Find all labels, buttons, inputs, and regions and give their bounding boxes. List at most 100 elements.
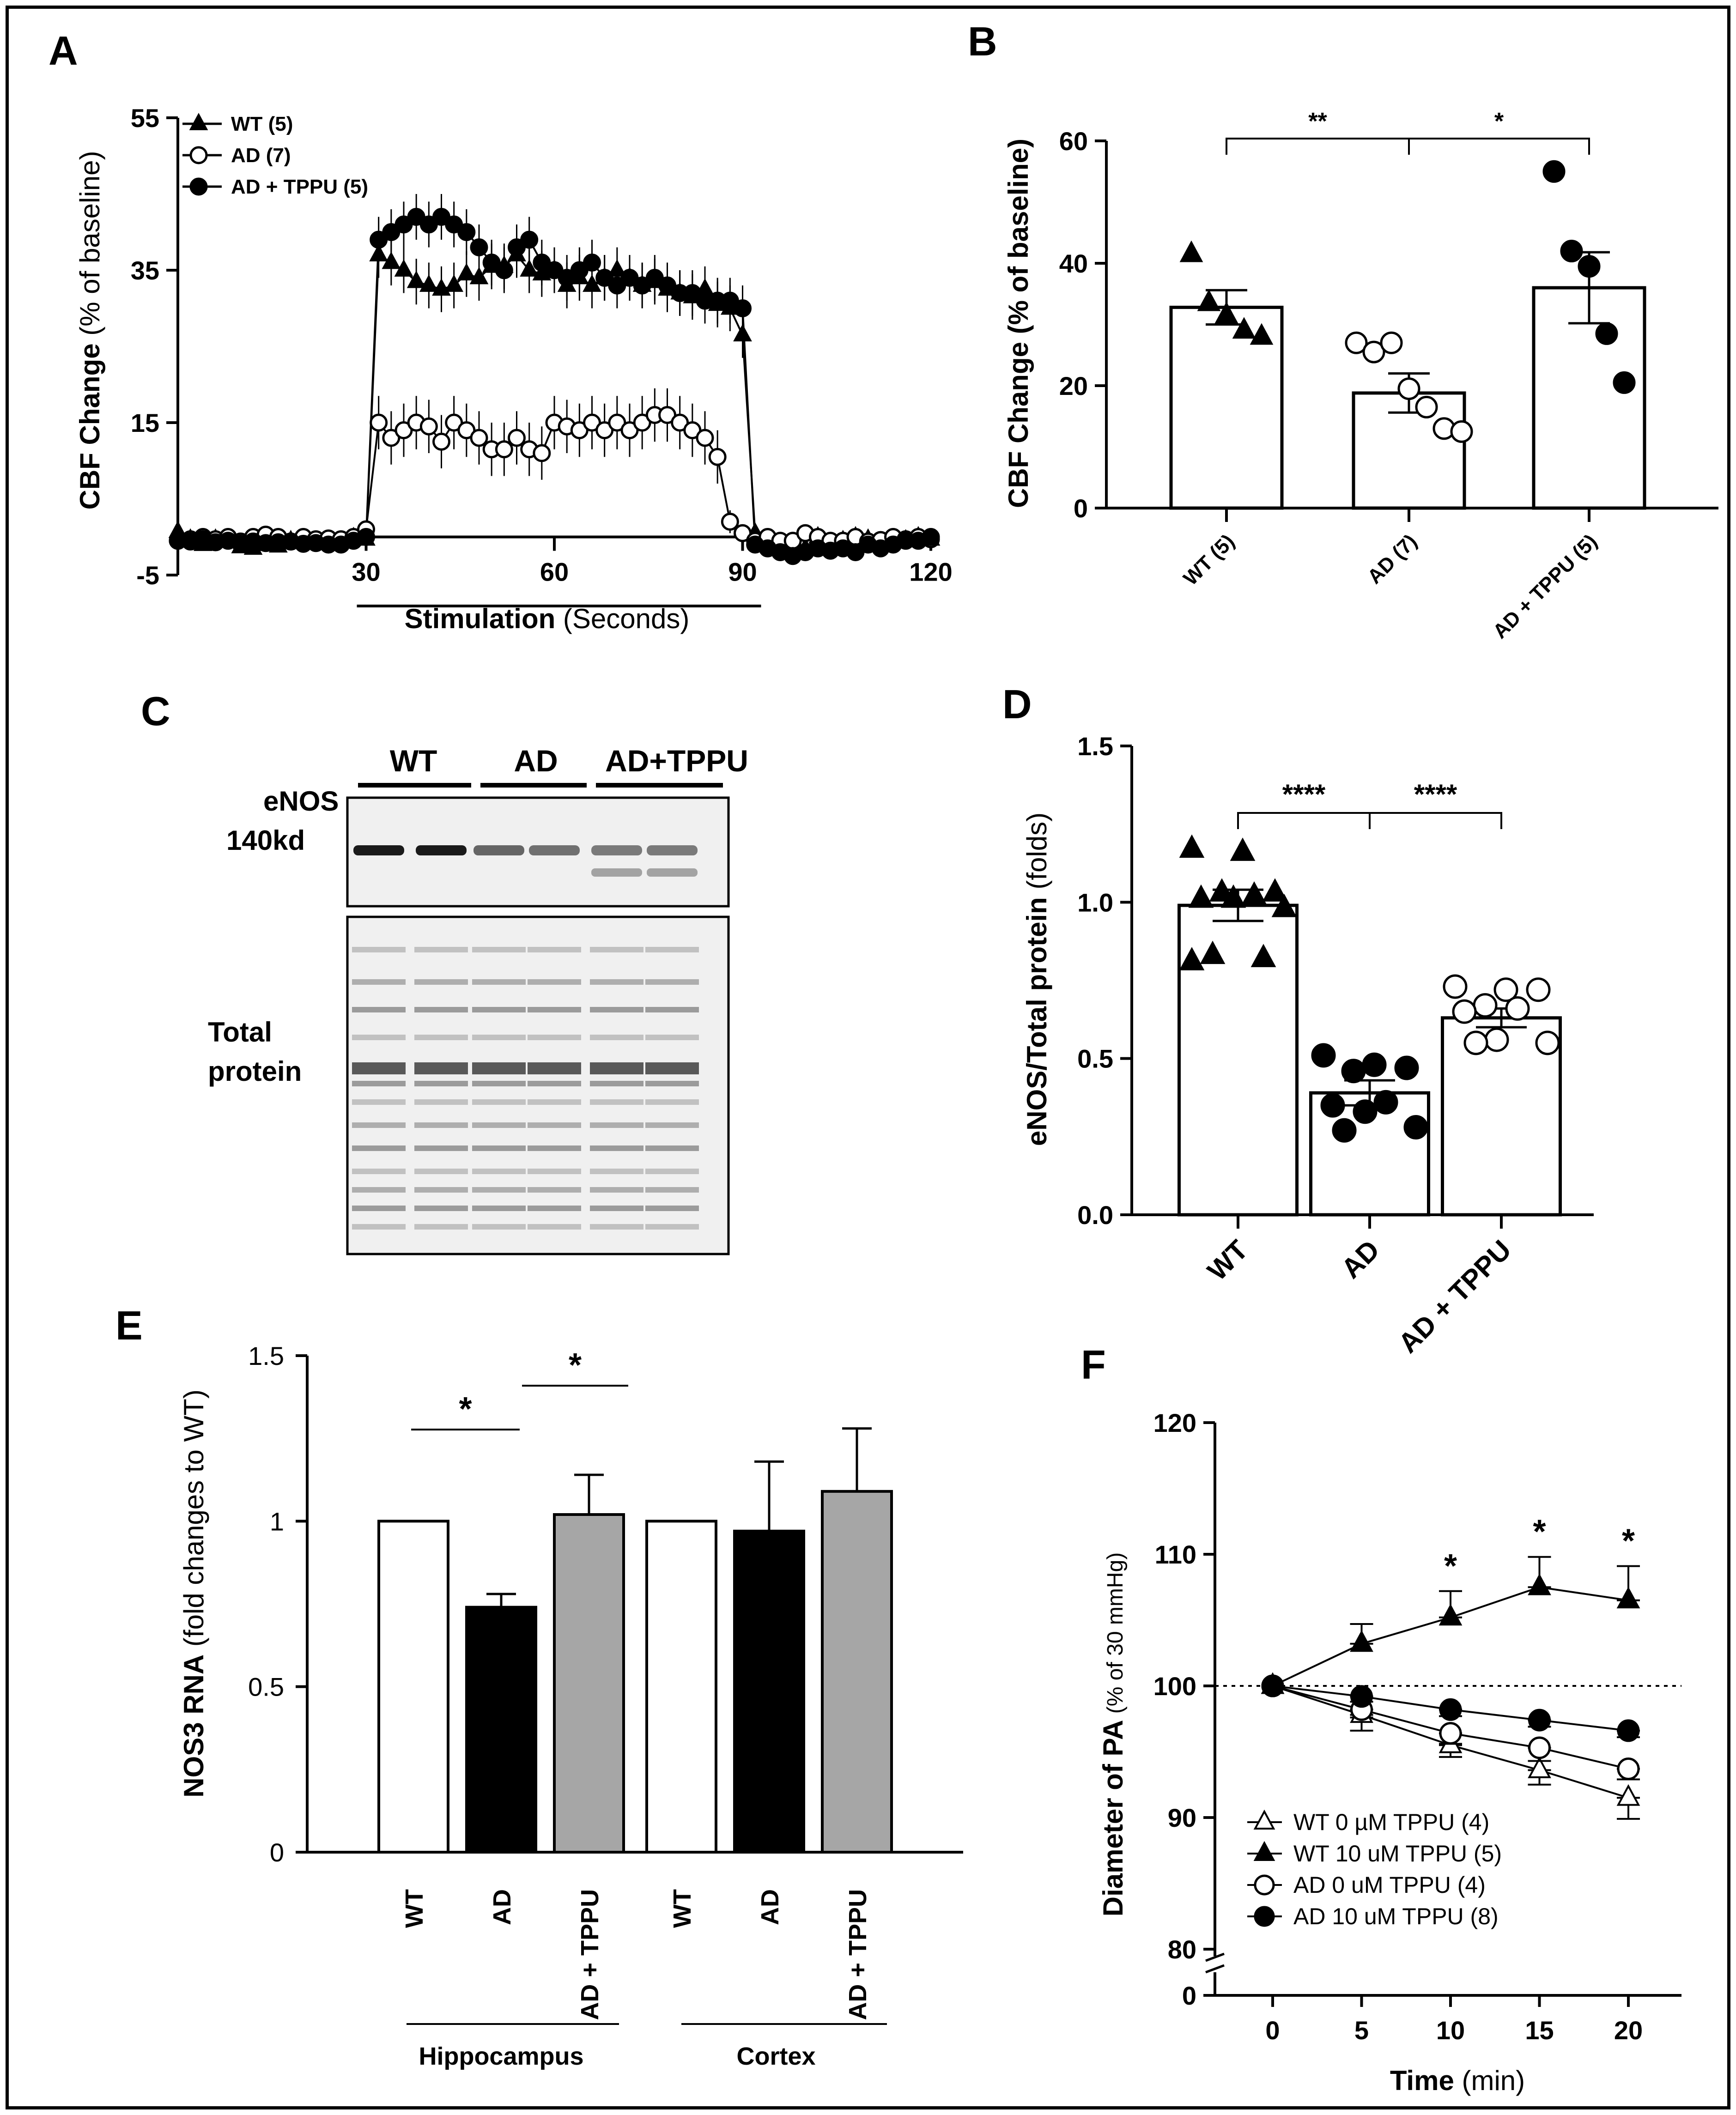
- y-tick-label: 120: [1153, 1408, 1196, 1437]
- data-point: [1179, 240, 1203, 262]
- significance-bracket: [1369, 812, 1502, 829]
- legend-label: AD + TPPU (5): [231, 176, 368, 198]
- data-point: [189, 146, 208, 164]
- blot-group-label: AD+TPPU: [605, 744, 748, 778]
- x-tick-label: 15: [1525, 2016, 1554, 2045]
- significance-label: *: [1444, 1548, 1457, 1585]
- panel-d-ylabel: eNOS/Total protein (folds): [1021, 812, 1052, 1146]
- data-point: [708, 448, 727, 466]
- total-protein-band: [590, 1062, 643, 1074]
- total-protein-band: [645, 1035, 699, 1040]
- panel-d-chart: 0.0 0.5 1.0 1.5 eNOS/Total protein (folds) WT…: [1021, 732, 1594, 1359]
- axis-break: [1205, 1952, 1225, 1962]
- y-tick-label: 80: [1168, 1935, 1196, 1964]
- total-protein-band: [472, 1035, 526, 1040]
- total-protein-band: [414, 1122, 468, 1128]
- data-point: [1452, 999, 1477, 1024]
- data-point: [1484, 1027, 1509, 1052]
- legend-label: AD 0 uM TPPU (4): [1293, 1872, 1486, 1898]
- data-point: [1262, 878, 1288, 902]
- data-point: [1332, 1118, 1357, 1143]
- data-point: [1380, 331, 1403, 354]
- total-protein-band: [528, 947, 581, 952]
- total-protein-band: [590, 1099, 643, 1105]
- x-tick-label: WT: [1202, 1234, 1254, 1286]
- significance-label: *: [1494, 108, 1504, 135]
- data-point: [734, 299, 752, 317]
- data-point: [1250, 944, 1276, 967]
- total-protein-band: [472, 979, 526, 985]
- significance-label: ****: [1282, 779, 1326, 810]
- y-tick-label: 20: [1059, 371, 1088, 400]
- x-tick-label: 90: [728, 558, 757, 587]
- total-protein-band: [590, 1224, 643, 1230]
- total-protein-band: [528, 979, 581, 985]
- panel-f-ylabel: Diameter of PA (% of 30 mmHg): [1098, 1552, 1129, 1916]
- data-point: [495, 261, 513, 279]
- panel-e-label: E: [115, 1303, 143, 1348]
- y-tick-label: 0: [1182, 1981, 1196, 2010]
- significance-label: *: [569, 1347, 582, 1384]
- total-protein-band: [352, 1035, 406, 1040]
- y-tick-label: 0: [270, 1838, 284, 1867]
- total-protein-band: [414, 1169, 468, 1174]
- panel-c-label: C: [141, 688, 170, 734]
- total-protein-band: [528, 1035, 581, 1040]
- data-point: [1271, 894, 1297, 917]
- y-tick-label: 40: [1059, 249, 1088, 278]
- data-point: [1617, 1719, 1640, 1742]
- legend-label: WT (5): [231, 113, 293, 135]
- y-tick-label: -5: [136, 561, 159, 590]
- ylabel-unit: (folds): [1021, 812, 1052, 897]
- total-protein-band: [352, 1145, 406, 1151]
- total-protein-band: [590, 1206, 643, 1211]
- x-tick-label: 60: [540, 558, 569, 587]
- x-tick-label: AD + TPPU (5): [1488, 530, 1602, 643]
- panel-f-xlabel: Time (min): [1390, 2065, 1525, 2096]
- data-point: [1528, 1709, 1551, 1732]
- y-tick-label: 60: [1059, 127, 1088, 156]
- data-point: [1528, 1756, 1551, 1778]
- x-tick-label: AD + TPPU: [844, 1889, 872, 2020]
- total-protein-band: [414, 1099, 468, 1105]
- data-point: [444, 274, 464, 292]
- x-tick-label: AD: [1335, 1234, 1386, 1285]
- y-tick-label: 55: [131, 103, 159, 133]
- y-tick-label: 1.0: [1077, 888, 1113, 917]
- data-point: [696, 429, 714, 447]
- panel-b-label: B: [968, 18, 997, 64]
- enos-band: [591, 868, 642, 877]
- enos-band: [529, 845, 580, 855]
- enos-band: [647, 868, 698, 877]
- total-protein-band: [472, 1145, 526, 1151]
- total-protein-band: [528, 1007, 581, 1012]
- blot-band-label: eNOS: [263, 786, 339, 817]
- significance-label: *: [1533, 1514, 1546, 1551]
- data-point: [1526, 977, 1551, 1002]
- x-tick-label: 5: [1354, 2016, 1369, 2045]
- data-point: [520, 230, 539, 249]
- data-point: [1241, 881, 1267, 905]
- panel-a-ylabel: CBF Change (% of baseline): [74, 151, 105, 510]
- significance-bracket: [1408, 138, 1590, 155]
- x-tick-label: WT: [668, 1889, 696, 1928]
- legend-label: AD 10 uM TPPU (8): [1293, 1903, 1499, 1929]
- data-point: [1254, 1906, 1275, 1927]
- data-point: [457, 263, 476, 281]
- y-tick-label: 110: [1155, 1540, 1196, 1569]
- total-protein-band: [645, 1206, 699, 1211]
- panel-f-label: F: [1081, 1342, 1106, 1388]
- panel-b-chart: 0 20 40 60 CBF Change (% of baseline) WT (5) A…: [1003, 108, 1718, 643]
- total-protein-band: [645, 1081, 699, 1086]
- data-point: [1179, 834, 1205, 858]
- x-tick-label: AD + TPPU: [576, 1889, 604, 2020]
- significance-bracket: [1237, 812, 1371, 829]
- total-protein-band: [352, 1187, 406, 1193]
- total-protein-band: [352, 1007, 406, 1012]
- x-tick-label: AD (7): [1363, 530, 1421, 588]
- data-point: [1617, 1757, 1640, 1781]
- data-point: [370, 413, 388, 432]
- data-point: [1616, 1784, 1640, 1806]
- y-tick-label: 0.0: [1077, 1200, 1113, 1230]
- data-point: [432, 432, 450, 451]
